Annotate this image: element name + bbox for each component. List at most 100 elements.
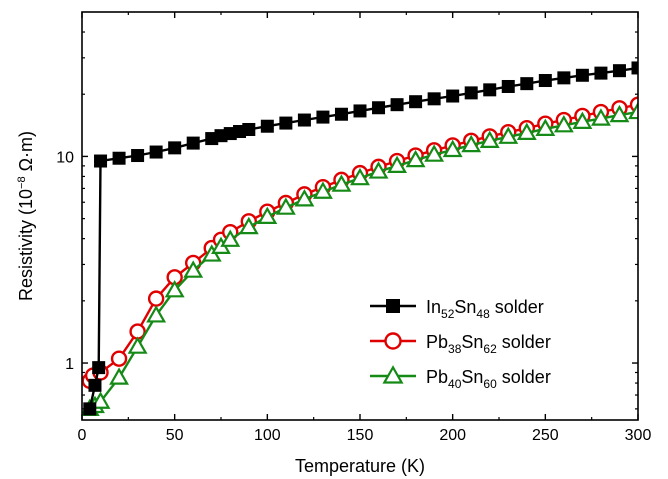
- data-point-pbsn40: [238, 216, 259, 235]
- legend-label-part: 38: [448, 342, 462, 356]
- series-pbsn40: [82, 101, 638, 417]
- data-point-insn: [612, 64, 626, 78]
- data-point-insn: [575, 68, 589, 82]
- data-point-insn: [353, 104, 367, 118]
- data-point-insn: [94, 154, 108, 168]
- data-point-pbsn40: [146, 305, 167, 323]
- data-point-insn: [372, 101, 386, 115]
- legend-label-part: 52: [441, 307, 455, 321]
- plot-frame: [81, 11, 639, 421]
- data-point-insn: [631, 61, 638, 75]
- data-point-pbsn40: [590, 108, 611, 126]
- data-point-insn: [279, 116, 293, 130]
- x-tick-label: 150: [347, 427, 374, 444]
- series-insn: [83, 61, 638, 416]
- y-axis-title-exponent: −8: [16, 176, 28, 189]
- data-point-pbsn40: [479, 130, 500, 148]
- data-point-insn: [297, 113, 311, 127]
- data-point-insn: [168, 141, 182, 155]
- legend-marker-pbsn40: [382, 365, 404, 384]
- legend-label-pbsn40: Pb40Sn60 solder: [426, 367, 551, 391]
- data-point-insn: [83, 402, 97, 416]
- data-point-pbsn40: [350, 167, 370, 186]
- legend-item-insn: In52Sn48 solder: [370, 297, 544, 321]
- x-tick-label: 200: [439, 427, 466, 444]
- data-point-insn: [131, 149, 145, 163]
- series-pbsn38: [82, 96, 638, 390]
- legend-label-part: Pb: [426, 367, 448, 387]
- y-tick-label: 1: [65, 356, 74, 373]
- data-point-pbsn40: [275, 197, 296, 215]
- data-point-insn: [390, 98, 404, 112]
- data-point-pbsn40: [257, 206, 278, 224]
- data-point-pbsn40: [535, 118, 556, 136]
- legend-label-part: Sn: [461, 367, 483, 387]
- legend-label-part: Sn: [461, 332, 483, 352]
- axis-ticks: 0 50 100 150 200 250 300 1 10: [56, 12, 651, 444]
- data-point-insn: [520, 77, 534, 91]
- data-point-pbsn40: [498, 126, 519, 144]
- data-point-pbsn38: [110, 350, 128, 367]
- legend-item-pbsn38: Pb38Sn62 solder: [370, 332, 551, 356]
- data-point-insn: [260, 119, 274, 133]
- data-point-pbsn40: [609, 104, 630, 123]
- data-point-insn: [446, 89, 460, 103]
- data-point-pbsn40: [368, 161, 389, 179]
- data-point-insn: [316, 110, 330, 124]
- x-axis-title: Temperature (K): [295, 456, 425, 476]
- legend-label-part: solder: [497, 367, 551, 387]
- data-point-insn: [88, 378, 102, 392]
- data-point-insn: [557, 71, 571, 85]
- legend-label-part: Pb: [426, 332, 448, 352]
- data-point-insn: [242, 122, 256, 136]
- data-point-pbsn38: [147, 290, 165, 307]
- data-point-insn: [501, 79, 515, 93]
- legend-label-part: 60: [483, 377, 497, 391]
- data-point-pbsn40: [127, 336, 148, 354]
- legend-item-pbsn40: Pb40Sn60 solder: [370, 365, 551, 391]
- legend-label-part: solder: [490, 297, 544, 317]
- data-point-pbsn40: [553, 115, 574, 133]
- x-tick-label: 300: [625, 427, 652, 444]
- data-point-insn: [427, 92, 441, 106]
- legend-label-part: 48: [476, 307, 490, 321]
- data-point-insn: [538, 74, 552, 88]
- y-axis-title: Resistivity (10−8 Ω·m): [16, 131, 36, 301]
- x-tick-label: 50: [166, 427, 184, 444]
- data-point-pbsn40: [387, 155, 408, 174]
- data-point-pbsn40: [312, 181, 333, 199]
- legend-marker-pbsn38: [384, 332, 402, 350]
- data-point-pbsn40: [424, 144, 445, 162]
- data-point-insn: [92, 361, 106, 375]
- data-point-pbsn40: [405, 149, 426, 168]
- x-tick-label: 100: [254, 427, 281, 444]
- data-point-insn: [112, 151, 126, 165]
- legend-label-part: 62: [483, 342, 497, 356]
- series-line-pbsn40: [89, 110, 638, 410]
- data-point-pbsn40: [331, 174, 352, 192]
- legend-label-insn: In52Sn48 solder: [426, 297, 544, 321]
- data-point-insn: [149, 145, 163, 159]
- y-axis-title-prefix: Resistivity (10: [16, 189, 36, 301]
- legend-label-part: Sn: [454, 297, 476, 317]
- data-point-pbsn40: [183, 260, 204, 278]
- data-point-pbsn40: [109, 367, 130, 385]
- legend-label-part: In: [426, 297, 441, 317]
- data-point-pbsn40: [461, 134, 482, 153]
- y-axis-title-suffix: Ω·m): [16, 131, 36, 176]
- data-point-pbsn40: [628, 101, 638, 120]
- x-tick-label: 0: [78, 427, 87, 444]
- data-point-pbsn40: [90, 391, 111, 409]
- data-point-pbsn40: [572, 111, 593, 129]
- data-point-insn: [186, 136, 200, 150]
- data-point-insn: [483, 83, 497, 97]
- data-point-pbsn40: [220, 229, 241, 247]
- data-point-pbsn40: [294, 189, 315, 207]
- x-tick-label: 250: [532, 427, 559, 444]
- data-point-pbsn40: [516, 122, 537, 141]
- legend-marker-insn: [386, 299, 400, 313]
- series-layer: [82, 61, 638, 417]
- data-point-insn: [594, 66, 608, 80]
